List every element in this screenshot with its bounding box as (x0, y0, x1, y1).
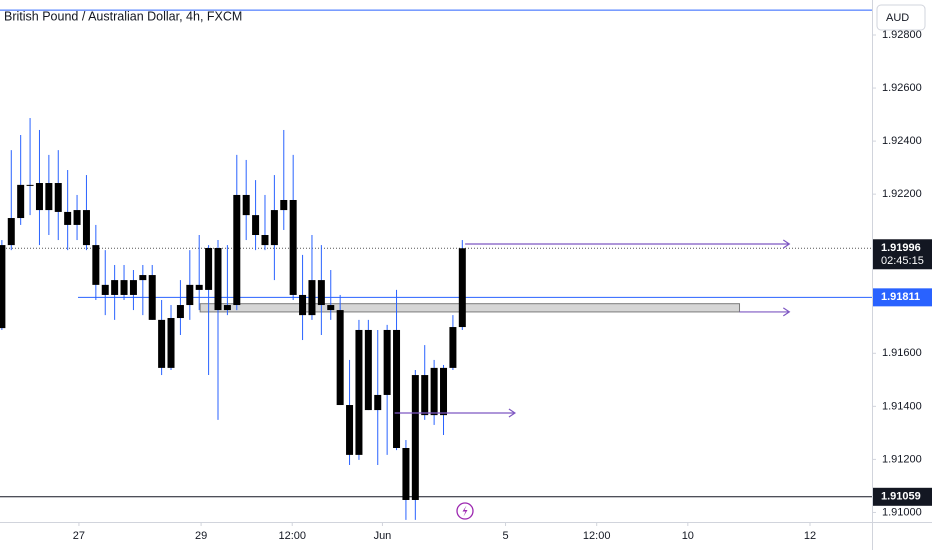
candle-body (299, 294, 307, 316)
currency-button[interactable] (876, 4, 926, 31)
candle-body (327, 305, 335, 311)
candle-body (383, 329, 391, 395)
candle-body (270, 210, 278, 246)
candle-body (411, 375, 419, 500)
candle-body (186, 284, 194, 306)
candle-body (346, 405, 354, 455)
x-tick-label: 10 (682, 530, 694, 542)
chart-title: British Pound / Australian Dollar, 4h, F… (4, 9, 242, 23)
candle-body (7, 218, 15, 246)
candle-body (129, 280, 137, 295)
candle-body (223, 305, 231, 311)
x-tick-label: Jun (374, 530, 392, 542)
x-tick-label: 29 (195, 530, 207, 542)
y-tick-label: 1.91600 (882, 347, 922, 359)
candle-body (458, 248, 466, 328)
price-label: 1.91811 (881, 291, 920, 303)
candle-body (289, 199, 297, 295)
y-tick-label: 1.92400 (882, 135, 922, 147)
candle-body (92, 245, 100, 285)
y-tick-label: 1.91000 (882, 506, 922, 518)
candle-body (148, 275, 156, 320)
candle-body (393, 329, 401, 448)
candle-body (261, 235, 269, 246)
candle-body (176, 305, 184, 319)
candle-body (120, 280, 128, 295)
candle-body (101, 284, 109, 295)
candle-body (26, 184, 34, 186)
candle-body (54, 183, 62, 212)
candle-body (111, 280, 119, 295)
x-tick-label: 12:00 (278, 530, 306, 542)
x-tick-label: 27 (73, 530, 85, 542)
candle-body (45, 183, 53, 211)
candle-body (73, 210, 81, 225)
candle-body (35, 183, 43, 211)
arrow (465, 239, 791, 249)
last-price-box (873, 239, 932, 270)
candle-body (336, 310, 344, 406)
last-price-label: 1.91996 (881, 242, 921, 254)
candle-body (195, 284, 203, 290)
price-label-box (873, 288, 932, 307)
candle-body (430, 367, 438, 416)
price-label-box (873, 487, 932, 506)
candle-body (242, 194, 250, 216)
candle-body (252, 215, 260, 236)
candle-body (374, 394, 382, 411)
event-icon-bolt (462, 505, 468, 517)
x-tick-label: 12 (804, 530, 816, 542)
candle-body (308, 280, 316, 316)
candle-body (364, 329, 372, 411)
candle-body (139, 275, 147, 281)
candle-body (449, 327, 457, 368)
price-label: 1.91059 (881, 491, 921, 503)
candle-body (158, 319, 166, 368)
candle-body (167, 318, 175, 368)
y-tick-label: 1.92600 (882, 82, 922, 94)
candle-body (280, 199, 288, 211)
candle-body (82, 210, 90, 246)
x-tick-label: 12:00 (583, 530, 611, 542)
candle-body (64, 211, 72, 225)
candle-body (233, 194, 241, 306)
y-tick-label: 1.91200 (882, 453, 922, 465)
candle-body (421, 375, 429, 416)
arrow (394, 408, 517, 418)
candle-body (0, 245, 6, 329)
y-tick-label: 1.92200 (882, 188, 922, 200)
candle-body (355, 329, 363, 455)
x-tick-label: 5 (502, 530, 508, 542)
currency[interactable]: AUD (886, 12, 909, 24)
candle-body (17, 184, 25, 219)
candle-body (402, 447, 410, 500)
candle-body (205, 248, 213, 290)
candle-body (317, 280, 325, 306)
candle-body (440, 367, 448, 416)
arrow (739, 307, 791, 317)
zone (199, 303, 741, 313)
candle-body (214, 248, 222, 311)
countdown: 02:45:15 (881, 255, 924, 267)
y-tick-label: 1.91400 (882, 400, 922, 412)
y-tick-label: 1.92800 (882, 29, 922, 41)
